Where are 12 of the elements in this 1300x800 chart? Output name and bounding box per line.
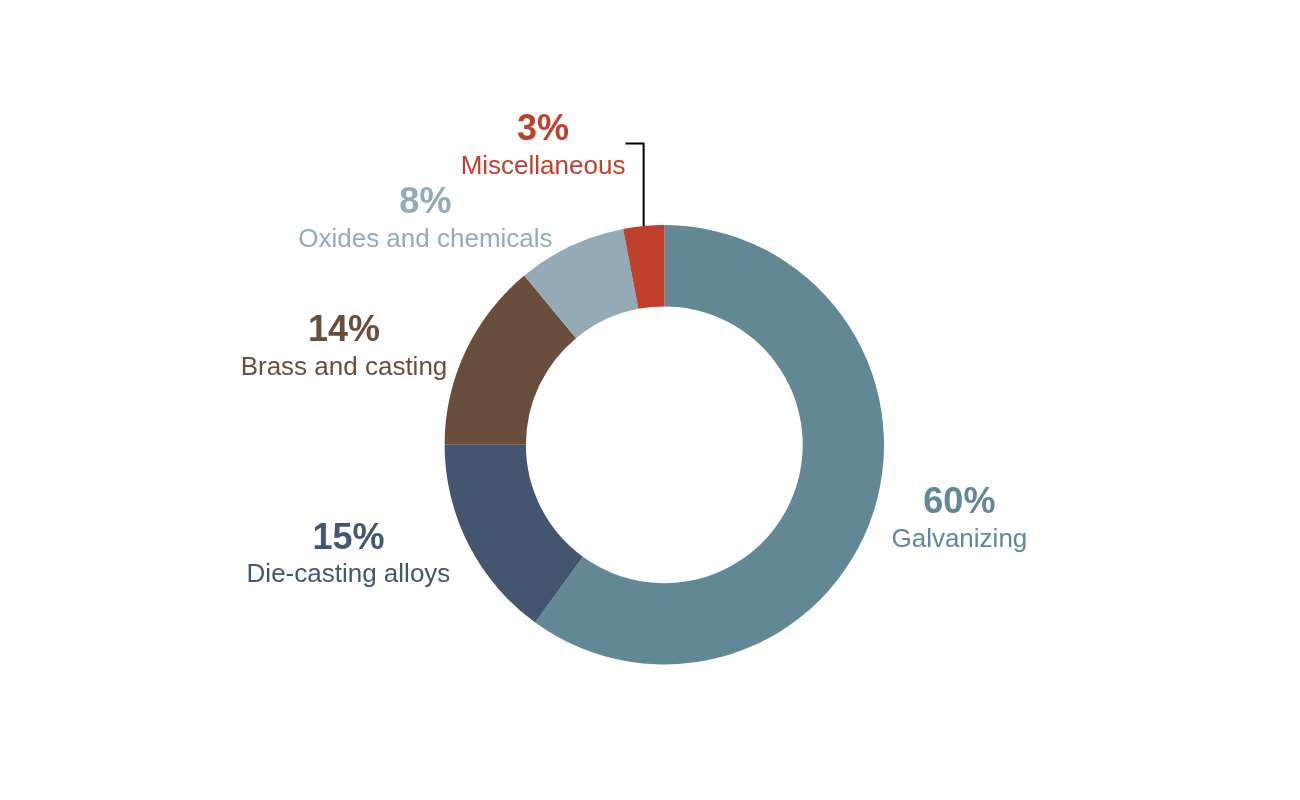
slice-label: Brass and casting [240, 351, 448, 382]
slice-label: Galvanizing [891, 522, 1028, 553]
slice-label: Die-casting alloys [246, 558, 451, 589]
data-label: 60% [923, 479, 996, 521]
data-label: 14% [307, 308, 380, 350]
slice-label: Oxides and chemicals [298, 222, 553, 253]
data-label: 8% [399, 179, 452, 221]
slice-label: Miscellaneous [460, 149, 626, 180]
donut-slice [444, 275, 577, 445]
data-label: 15% [312, 515, 385, 557]
donut-slice [623, 225, 665, 309]
data-label: 3% [517, 107, 570, 149]
